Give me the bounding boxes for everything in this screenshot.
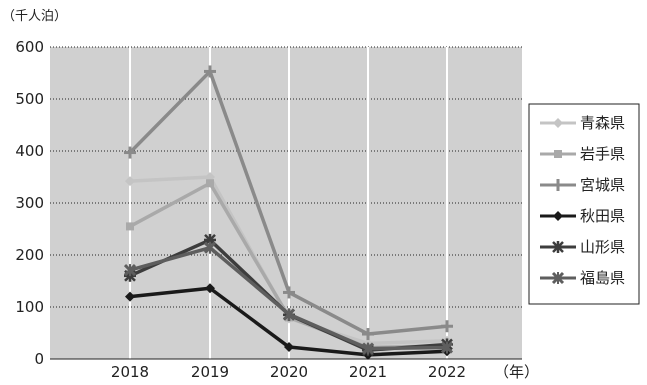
legend-label: 山形県 — [580, 238, 625, 256]
legend-marker — [553, 211, 563, 221]
data-point — [125, 176, 135, 187]
y-tick-label: 300 — [15, 194, 44, 212]
x-tick-label: 2022 — [428, 363, 466, 381]
x-tick-label: 2021 — [349, 363, 387, 381]
legend-item: 青森県 — [540, 114, 625, 132]
legend-marker — [551, 271, 565, 285]
legend-marker — [552, 241, 564, 253]
data-point — [205, 283, 215, 294]
x-tick-label: 2018 — [111, 363, 149, 381]
data-point — [126, 222, 134, 231]
data-point — [284, 342, 294, 353]
x-axis-unit-label: （年） — [494, 363, 539, 381]
x-tick-labels: 2018 2019 2020 2021 2022 — [111, 363, 466, 381]
data-point — [282, 308, 296, 321]
legend-item: 山形県 — [540, 238, 625, 256]
y-tick-label: 200 — [15, 246, 44, 264]
data-point — [203, 241, 217, 254]
data-point — [361, 342, 375, 355]
legend-item: 宮城県 — [540, 176, 625, 194]
y-tick-labels: 0 100 200 300 400 500 600 — [15, 38, 44, 368]
y-tick-label: 500 — [15, 90, 44, 108]
x-tick-label: 2019 — [191, 363, 229, 381]
x-tick-label: 2020 — [270, 363, 308, 381]
legend-label: 宮城県 — [580, 176, 625, 194]
y-axis-unit-label: （千人泊） — [2, 9, 67, 24]
legend-label: 岩手県 — [580, 145, 625, 163]
legend-item: 岩手県 — [540, 145, 625, 163]
data-point — [206, 179, 214, 188]
legend-marker — [552, 179, 564, 191]
data-point — [283, 286, 295, 299]
legend-box — [528, 103, 640, 305]
data-series — [123, 65, 454, 360]
y-tick-label: 600 — [15, 38, 44, 56]
y-tick-label: 400 — [15, 142, 44, 160]
y-tick-label: 100 — [15, 298, 44, 316]
data-point — [124, 146, 136, 159]
legend-label: 青森県 — [580, 114, 625, 132]
data-point — [441, 320, 453, 333]
data-point — [362, 328, 374, 341]
legend-label: 秋田県 — [580, 207, 625, 225]
data-point — [123, 264, 137, 277]
data-point — [440, 341, 454, 354]
legend-marker — [554, 150, 562, 158]
data-point — [125, 291, 135, 302]
legend-label: 福島県 — [580, 269, 625, 287]
legend-marker — [553, 118, 563, 128]
y-tick-label: 0 — [34, 350, 44, 368]
legend-item: 秋田県 — [540, 207, 625, 225]
legend-item: 福島県 — [540, 269, 625, 287]
data-point — [204, 65, 216, 78]
